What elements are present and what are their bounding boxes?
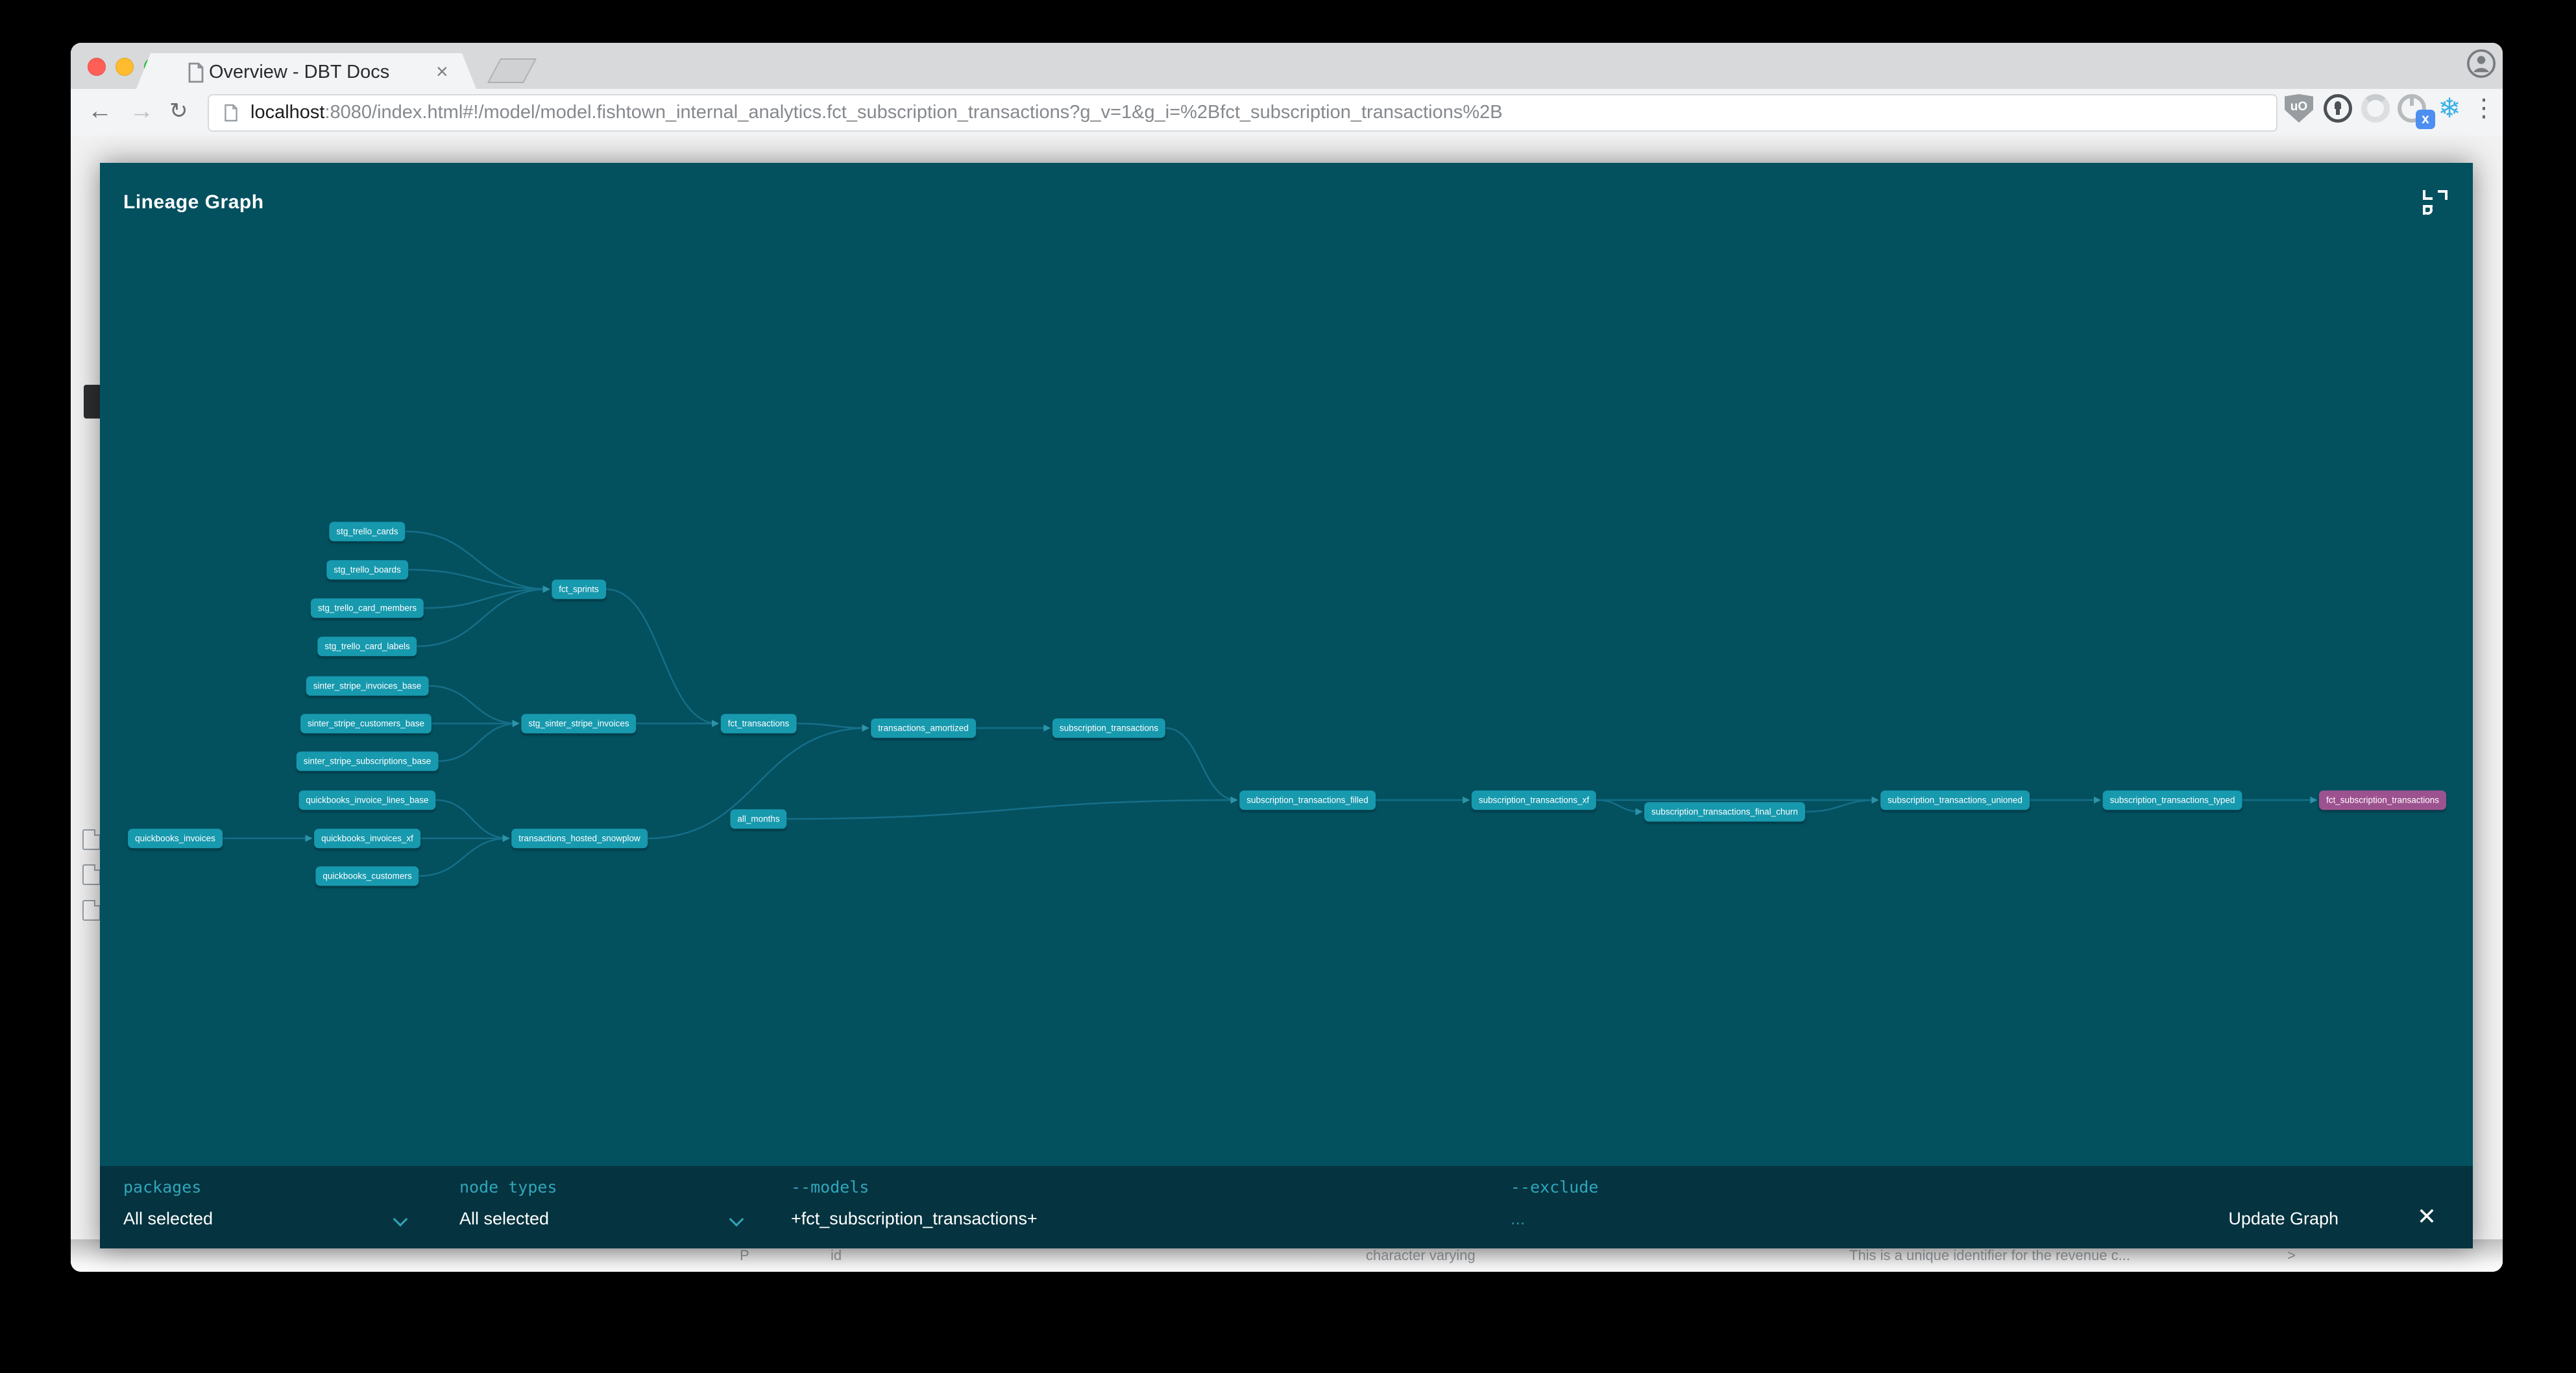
chevron-down-icon[interactable] bbox=[729, 1211, 744, 1227]
graph-node-stg_sinter_stripe_invoices[interactable]: stg_sinter_stripe_invoices bbox=[521, 714, 637, 733]
graph-node-stg_trello_card_labels[interactable]: stg_trello_card_labels bbox=[317, 637, 417, 656]
graph-edge-quickbooks_customers-to-transactions_hosted_snowplow bbox=[419, 834, 510, 877]
forward-button[interactable]: → bbox=[129, 97, 154, 125]
docs-page-background: P id character varying This is a unique … bbox=[71, 136, 2503, 1272]
graph-node-sinter_stripe_subscriptions_base[interactable]: sinter_stripe_subscriptions_base bbox=[296, 751, 439, 771]
ublock-shield-icon[interactable]: uO bbox=[2285, 94, 2313, 123]
onepassword-keyhole-icon[interactable] bbox=[2324, 94, 2352, 123]
sidebar-document-icon bbox=[82, 829, 101, 850]
tab-close-icon[interactable]: × bbox=[436, 60, 448, 83]
lineage-graph-canvas[interactable]: stg_trello_cards stg_trello_boards stg_tre… bbox=[100, 163, 2473, 1166]
graph-node-all_months[interactable]: all_months bbox=[730, 809, 787, 829]
graph-node-fct_transactions[interactable]: fct_transactions bbox=[720, 714, 797, 733]
power-stem-glyph bbox=[2410, 97, 2414, 106]
swirl-circle-icon[interactable] bbox=[2361, 94, 2390, 123]
keyhole-glyph bbox=[2335, 101, 2341, 109]
graph-edge-all_months-to-subscription_transactions_filled bbox=[786, 796, 1238, 820]
table-cell-type: character varying bbox=[1366, 1247, 1476, 1263]
graph-node-sinter_stripe_customers_base[interactable]: sinter_stripe_customers_base bbox=[300, 714, 432, 733]
graph-node-subscription_transactions_xf[interactable]: subscription_transactions_xf bbox=[1471, 790, 1597, 810]
graph-node-stg_trello_card_members[interactable]: stg_trello_card_members bbox=[310, 598, 424, 618]
power-circle-icon[interactable]: x bbox=[2398, 94, 2435, 129]
profile-avatar-icon[interactable] bbox=[2467, 49, 2496, 81]
graph-node-quickbooks_invoice_lines_base[interactable]: quickbooks_invoice_lines_base bbox=[298, 790, 436, 810]
graph-node-subscription_transactions[interactable]: subscription_transactions bbox=[1052, 718, 1166, 738]
graph-edge-sinter_stripe_invoices_base-to-stg_sinter_stripe_invoices bbox=[428, 685, 520, 727]
sidebar-document-icon bbox=[82, 864, 101, 885]
graph-node-subscription_transactions_final_churn[interactable]: subscription_transactions_final_churn bbox=[1644, 802, 1805, 821]
node-types-value[interactable]: All selected bbox=[459, 1209, 550, 1228]
table-row-chevron: > bbox=[2287, 1247, 2296, 1263]
sidebar-document-icon bbox=[82, 900, 101, 921]
browser-tab[interactable]: Overview - DBT Docs × bbox=[136, 53, 476, 89]
lineage-graph-title: Lineage Graph bbox=[123, 191, 264, 213]
graph-toolbar: packages All selected node types All sel… bbox=[100, 1166, 2473, 1248]
graph-node-quickbooks_invoices[interactable]: quickbooks_invoices bbox=[128, 829, 223, 848]
graph-node-subscription_transactions_typed[interactable]: subscription_transactions_typed bbox=[2102, 790, 2242, 810]
graph-node-stg_trello_cards[interactable]: stg_trello_cards bbox=[329, 522, 406, 541]
graph-edge-transactions_hosted_snowplow-to-transactions_amortized bbox=[647, 724, 869, 840]
graph-edge-stg_trello_card_members-to-fct_sprints bbox=[424, 585, 550, 609]
node-types-filter[interactable]: node types All selected bbox=[459, 1166, 748, 1248]
graph-edge-stg_trello_card_labels-to-fct_sprints bbox=[417, 585, 550, 648]
graph-node-fct_subscription_transactions[interactable]: fct_subscription_transactions bbox=[2318, 790, 2447, 810]
node-types-label: node types bbox=[459, 1178, 557, 1197]
url-text: localhost:8080/index.html#!/model/model.… bbox=[250, 102, 1503, 123]
snowflake-icon[interactable]: ❄ bbox=[2438, 93, 2461, 123]
back-button[interactable]: ← bbox=[88, 97, 112, 125]
packages-filter[interactable]: packages All selected bbox=[123, 1166, 412, 1248]
address-bar[interactable]: localhost:8080/index.html#!/model/model.… bbox=[208, 94, 2278, 132]
graph-node-subscription_transactions_unioned[interactable]: subscription_transactions_unioned bbox=[1880, 790, 2030, 810]
graph-edge-quickbooks_invoice_lines_base-to-transactions_hosted_snowplow bbox=[435, 799, 510, 842]
graph-node-fct_sprints[interactable]: fct_sprints bbox=[552, 579, 606, 599]
page-document-icon bbox=[223, 103, 239, 126]
graph-node-sinter_stripe_invoices_base[interactable]: sinter_stripe_invoices_base bbox=[306, 676, 429, 696]
tab-strip: Overview - DBT Docs × bbox=[71, 43, 2503, 89]
graph-node-stg_trello_boards[interactable]: stg_trello_boards bbox=[326, 560, 408, 579]
exclude-filter[interactable]: --exclude ... bbox=[1511, 1166, 1770, 1248]
chevron-down-icon[interactable] bbox=[393, 1211, 408, 1227]
collapse-fullscreen-icon[interactable] bbox=[2423, 190, 2450, 217]
graph-node-transactions_hosted_snowplow[interactable]: transactions_hosted_snowplow bbox=[511, 829, 648, 848]
lineage-graph-panel: Lineage Graph stg_trello_cards stg_trello… bbox=[100, 163, 2473, 1248]
graph-edge-subscription_transactions_final_churn-to-subscription_transactions_unioned bbox=[1804, 796, 1879, 813]
tab-favicon-document-icon bbox=[187, 62, 205, 86]
table-cell-description: This is a unique identifier for the reve… bbox=[1849, 1247, 2130, 1263]
new-tab-button[interactable] bbox=[487, 58, 537, 83]
reload-button[interactable]: ↻ bbox=[169, 99, 188, 123]
graph-node-quickbooks_customers[interactable]: quickbooks_customers bbox=[315, 866, 419, 886]
graph-edge-stg_trello_cards-to-fct_sprints bbox=[405, 530, 550, 593]
browser-window: Overview - DBT Docs × ← → ↻ localhost:80… bbox=[71, 43, 2503, 1272]
close-graph-icon[interactable]: ✕ bbox=[2416, 1203, 2436, 1230]
graph-edge-stg_trello_boards-to-fct_sprints bbox=[407, 568, 550, 593]
update-graph-button[interactable]: Update Graph bbox=[2228, 1209, 2339, 1228]
tab-title: Overview - DBT Docs bbox=[209, 62, 390, 82]
models-label: --models bbox=[791, 1178, 869, 1197]
power-x-badge: x bbox=[2416, 110, 2435, 129]
url-path: :8080/index.html#!/model/model.fishtown_… bbox=[324, 102, 1503, 123]
window-minimize-button[interactable] bbox=[115, 58, 134, 76]
models-input[interactable]: +fct_subscription_transactions+ bbox=[791, 1209, 1038, 1228]
browser-menu-icon[interactable]: ⋮ bbox=[2472, 95, 2496, 122]
browser-toolbar: ← → ↻ localhost:8080/index.html#!/model/… bbox=[71, 89, 2503, 138]
graph-edge-fct_sprints-to-fct_transactions bbox=[605, 588, 720, 727]
exclude-input[interactable]: ... bbox=[1511, 1209, 1525, 1228]
packages-value[interactable]: All selected bbox=[123, 1209, 213, 1228]
keyhole-slot-glyph bbox=[2336, 108, 2340, 115]
graph-edge-subscription_transactions_xf-to-subscription_transactions_final_churn bbox=[1596, 799, 1643, 816]
graph-node-quickbooks_invoices_xf[interactable]: quickbooks_invoices_xf bbox=[314, 829, 420, 848]
url-host: localhost bbox=[250, 102, 325, 123]
table-cell-column-name: id bbox=[831, 1247, 842, 1263]
graph-edge-sinter_stripe_subscriptions_base-to-stg_sinter_stripe_invoices bbox=[438, 720, 520, 762]
exclude-label: --exclude bbox=[1511, 1178, 1599, 1197]
graph-node-transactions_amortized[interactable]: transactions_amortized bbox=[871, 718, 976, 738]
graph-edges-layer bbox=[222, 530, 2318, 877]
packages-label: packages bbox=[123, 1178, 202, 1197]
table-cell-partial: P bbox=[740, 1247, 749, 1263]
window-close-button[interactable] bbox=[88, 58, 106, 76]
models-filter[interactable]: --models +fct_subscription_transactions+ bbox=[791, 1166, 1440, 1248]
graph-edge-fct_transactions-to-transactions_amortized bbox=[796, 722, 869, 732]
graph-node-subscription_transactions_filled[interactable]: subscription_transactions_filled bbox=[1239, 790, 1376, 810]
graph-edge-subscription_transactions-to-subscription_transactions_filled bbox=[1165, 727, 1238, 804]
